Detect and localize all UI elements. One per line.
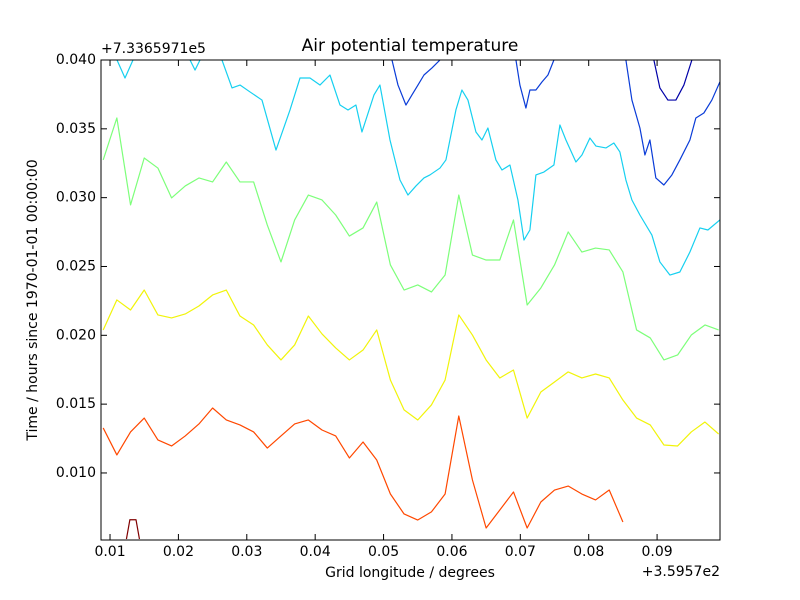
- y-tick-label: 0.030: [56, 190, 96, 206]
- contour-line: [116, 60, 720, 276]
- chart-title: Air potential temperature: [302, 36, 519, 56]
- y-tick-label: 0.025: [56, 258, 96, 274]
- x-tick-label: 0.05: [368, 544, 399, 560]
- contour-line: [125, 519, 141, 540]
- x-tick-label: 0.02: [163, 544, 194, 560]
- contour-lines: [102, 60, 720, 540]
- x-tick-label: 0.07: [505, 544, 536, 560]
- y-tick-label: 0.040: [56, 52, 96, 68]
- x-tick-label: 0.01: [94, 544, 125, 560]
- y-axis-label: Time / hours since 1970-01-01 00:00:00: [25, 159, 41, 441]
- y-offset-label: +7.3365971e5: [101, 41, 206, 57]
- x-tick-label: 0.09: [642, 544, 673, 560]
- x-tick-label: 0.08: [573, 544, 604, 560]
- y-tick-label: 0.020: [56, 327, 96, 343]
- contour-line: [653, 60, 693, 101]
- y-tick-label: 0.015: [56, 396, 96, 412]
- y-tick-label: 0.010: [56, 465, 96, 481]
- contour-line: [391, 60, 720, 186]
- contour-line: [102, 117, 719, 361]
- x-tick-label: 0.06: [436, 544, 467, 560]
- y-tick-label: 0.035: [56, 121, 96, 137]
- x-tick-label: 0.04: [300, 544, 331, 560]
- contour-line: [102, 289, 720, 447]
- x-offset-label: +3.5957e2: [642, 564, 720, 580]
- x-axis-label: Grid longitude / degrees: [325, 565, 495, 581]
- plot-frame: [100, 59, 721, 541]
- x-tick-label: 0.03: [231, 544, 262, 560]
